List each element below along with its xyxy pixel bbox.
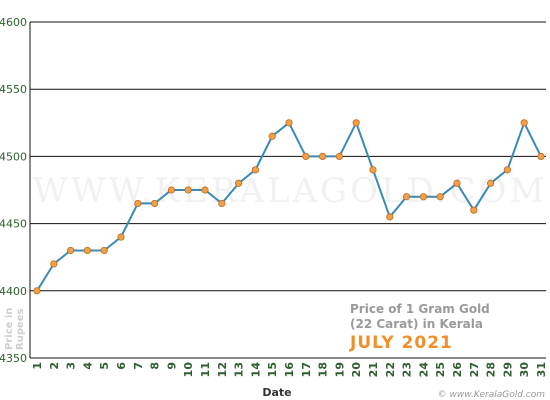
data-point [134,199,142,208]
x-tick-label: 18 [317,362,330,377]
data-point [436,193,444,201]
x-tick-label: 14 [249,362,262,378]
data-point [352,119,360,127]
data-point [537,152,545,160]
y-tick-label: 4550 [0,83,27,96]
x-tick-label: 4 [81,362,94,370]
gridlines [29,21,546,359]
data-point [335,152,343,160]
x-tick-label: 25 [434,362,447,377]
x-tick-label: 17 [300,362,313,377]
x-tick-label: 10 [182,362,195,378]
x-tick-labels: 1 2 3 4 5 6 7 8 9 10 11 12 13 14 15 16 17 18 19 20 21 22 23 24 2… [31,362,548,378]
data-point [503,166,511,174]
data-point [318,152,327,160]
x-tick-label: 6 [115,362,128,370]
x-tick-label: 8 [149,362,162,370]
data-point [167,186,175,194]
x-tick-label: 20 [350,362,363,378]
data-point [386,213,394,221]
data-point [470,206,478,214]
x-axis-label: Date [262,386,291,399]
watermark: WWW.KERALAGOLD.COM [33,171,547,211]
chart-title-line1: Price of 1 Gram Gold [350,302,490,316]
y-tick-labels: 4350 4400 4450 4500 4550 4600 [0,16,27,365]
data-point [268,132,276,140]
data-point [486,179,495,187]
x-tick-label: 11 [199,362,212,377]
x-tick-label: 22 [384,362,397,377]
x-tick-label: 9 [165,362,178,370]
x-tick-label: 29 [501,362,514,377]
data-point [453,179,461,187]
y-axis-label-line2: Rupees [15,308,26,350]
data-point [302,152,310,160]
data-point [285,119,293,127]
credit-text: © www.KeralaGold.com [438,390,546,400]
data-point [235,179,243,187]
data-point [218,199,226,208]
y-tick-label: 4450 [0,218,27,231]
x-tick-label: 21 [367,362,380,377]
x-tick-label: 16 [283,362,296,378]
x-tick-label: 5 [98,362,111,370]
x-tick-label: 7 [132,362,145,370]
data-point [251,166,259,174]
data-point [151,199,159,208]
y-tick-label: 4600 [0,16,27,29]
data-point [33,287,41,295]
y-tick-label: 4500 [0,150,27,163]
x-tick-label: 19 [333,362,346,377]
data-point [50,260,58,268]
chart-subtitle: JULY 2021 [349,333,453,353]
data-point [100,246,108,255]
data-point [117,233,125,241]
data-point [419,193,427,201]
data-points [33,119,545,295]
data-point [67,246,75,255]
x-tick-label: 3 [65,362,78,370]
x-tick-label: 13 [233,362,246,377]
y-tick-label: 4400 [0,285,27,298]
x-tick-label: 30 [518,362,531,378]
x-tick-label: 1 [31,362,44,370]
y-tick-label: 4350 [0,352,27,365]
x-tick-label: 15 [266,362,279,377]
data-point [184,186,192,194]
x-tick-label: 31 [535,362,548,377]
x-tick-label: 24 [417,362,430,378]
x-tick-label: 26 [451,362,464,378]
data-point [520,119,528,127]
data-point [402,193,411,201]
data-point [83,246,92,255]
y-axis-label-line1: Price in [4,308,15,350]
x-tick-label: 12 [216,362,229,377]
x-tick-label: 28 [485,362,498,377]
x-tick-label: 27 [468,362,481,377]
data-point [369,166,377,174]
data-point [201,186,209,194]
x-tick-label: 2 [48,362,61,370]
x-tick-label: 23 [401,362,414,377]
chart-title-line2: (22 Carat) in Kerala [350,317,483,331]
